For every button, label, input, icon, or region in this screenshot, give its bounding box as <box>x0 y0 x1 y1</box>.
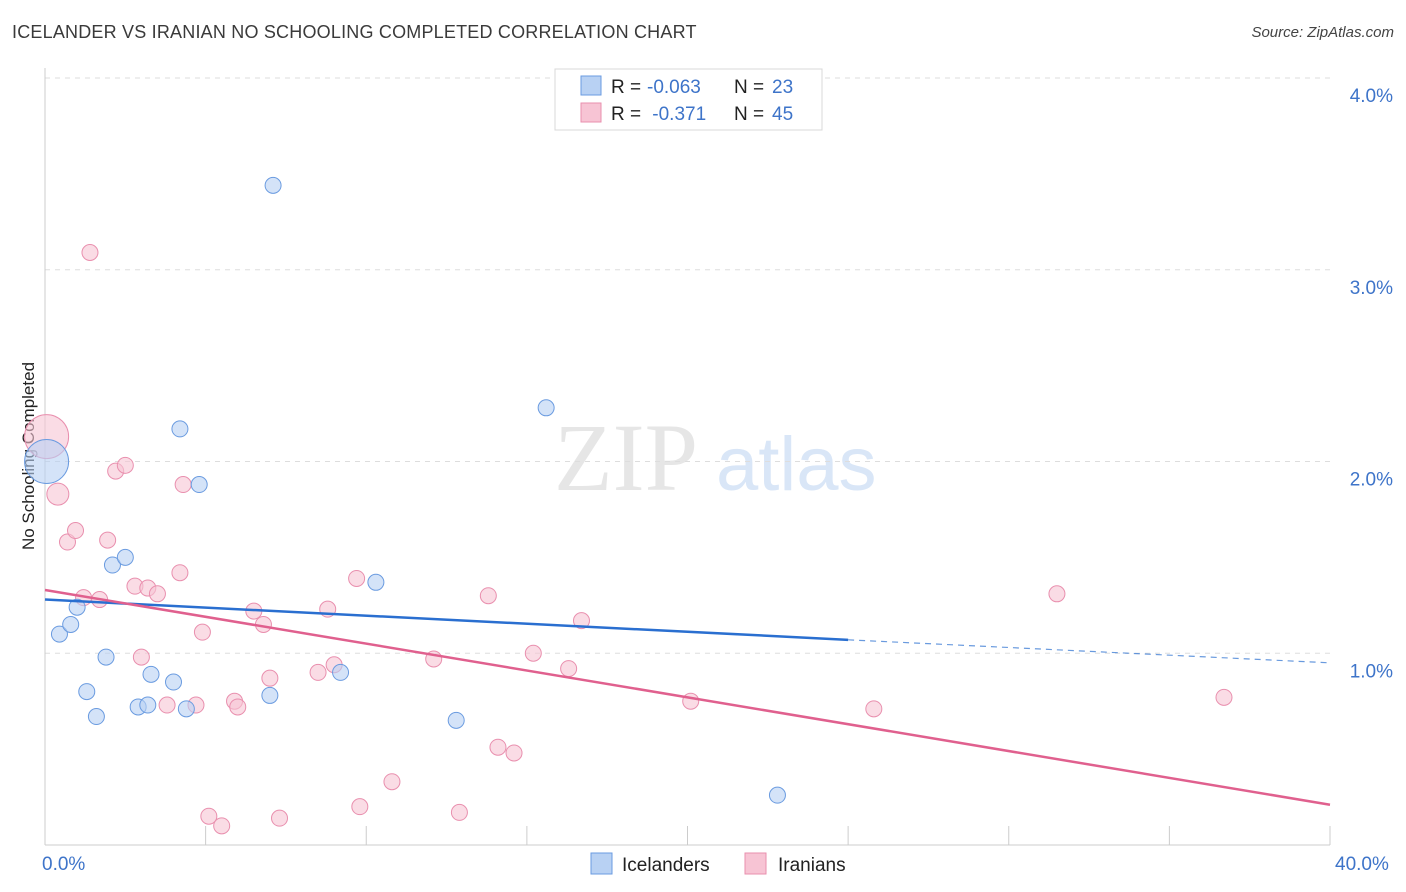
iranians-point <box>81 243 99 261</box>
iranians-point <box>505 744 523 762</box>
iranians-point <box>148 585 166 603</box>
iranians-point <box>348 569 366 587</box>
icelanders-point <box>261 686 279 704</box>
icelanders-point <box>264 176 282 194</box>
iranians-point <box>213 817 231 835</box>
stats-legend-n-value-icelanders: 23 <box>772 77 793 98</box>
y-tick-label: 3.0% <box>1350 278 1393 299</box>
iranians-point <box>489 738 507 756</box>
iranians-points <box>24 243 1233 835</box>
chart-title: ICELANDER VS IRANIAN NO SCHOOLING COMPLE… <box>12 22 697 42</box>
iranians-point <box>200 807 218 825</box>
icelanders-point <box>537 399 555 417</box>
legend-label-icelanders: Icelanders <box>622 855 710 876</box>
iranians-point <box>99 531 117 549</box>
iranians-point <box>524 644 542 662</box>
watermark-atlas: atlas <box>716 422 877 507</box>
y-axis-tick-labels: 1.0% 2.0% 3.0% 4.0% <box>1350 86 1393 682</box>
iranians-point <box>479 587 497 605</box>
icelanders-trendline-extension <box>848 639 1331 664</box>
stats-legend: R = -0.063 N = 23 R = -0.371 N = 45 <box>554 68 823 131</box>
icelanders-point <box>78 683 96 701</box>
stats-legend-swatch-icelanders <box>580 75 602 96</box>
icelanders-point <box>62 615 80 633</box>
watermark-zip: ZIP <box>554 404 698 511</box>
icelanders-point <box>171 420 189 438</box>
iranians-point <box>46 482 70 506</box>
icelanders-point <box>97 648 115 666</box>
icelanders-points <box>24 176 786 804</box>
icelanders-point <box>50 625 68 643</box>
icelanders-point <box>24 439 70 484</box>
stats-legend-r-label-icelanders: R = <box>611 77 641 98</box>
gridlines <box>45 77 1330 654</box>
x-tick-label-max: 40.0% <box>1335 854 1389 875</box>
watermark: ZIP atlas <box>554 404 877 511</box>
iranians-point <box>171 564 189 582</box>
iranians-point <box>174 476 192 494</box>
iranians-trendline <box>44 588 1331 806</box>
iranians-point <box>1048 585 1066 603</box>
source-credit: Source: ZipAtlas.com <box>1251 24 1394 41</box>
icelanders-point <box>165 673 182 691</box>
legend-swatch-icelanders <box>590 852 613 875</box>
stats-legend-n-label-iranians: N = <box>734 104 764 125</box>
icelanders-point <box>332 663 350 681</box>
icelanders-point <box>367 573 385 591</box>
legend-label-iranians: Iranians <box>778 855 846 876</box>
iranians-point <box>572 612 590 630</box>
icelanders-point <box>87 708 105 726</box>
iranians-point <box>1215 688 1233 706</box>
icelanders-point <box>447 711 465 729</box>
bottom-legend: Icelanders Iranians <box>590 852 846 876</box>
icelanders-point <box>177 700 195 718</box>
iranians-point <box>865 700 883 718</box>
iranians-point <box>158 696 176 714</box>
iranians-point <box>132 648 150 666</box>
x-tick-label-min: 0.0% <box>42 854 85 875</box>
icelanders-point <box>768 786 786 804</box>
y-tick-label: 2.0% <box>1350 470 1393 491</box>
iranians-point <box>351 798 369 816</box>
legend-swatch-iranians <box>744 852 767 875</box>
stats-legend-swatch-iranians <box>580 102 602 123</box>
stats-legend-r-label-iranians: R = <box>611 104 641 125</box>
stats-legend-r-value-iranians: -0.371 <box>647 104 706 125</box>
stats-legend-n-value-iranians: 45 <box>772 104 793 125</box>
y-tick-label: 4.0% <box>1350 86 1393 107</box>
icelanders-point <box>103 556 121 574</box>
iranians-point <box>261 669 279 687</box>
iranians-point <box>309 663 327 681</box>
icelanders-point <box>190 476 208 494</box>
iranians-point <box>193 623 211 641</box>
iranians-point <box>450 803 468 821</box>
stats-legend-r-value-icelanders: -0.063 <box>647 77 701 98</box>
icelanders-point <box>142 665 160 683</box>
x-axis-ticks <box>205 826 1331 845</box>
stats-legend-n-label-icelanders: N = <box>734 77 764 98</box>
iranians-point <box>229 698 247 716</box>
icelanders-point <box>68 598 86 616</box>
y-tick-label: 1.0% <box>1350 661 1393 682</box>
iranians-point <box>682 692 700 710</box>
iranians-point <box>67 522 85 540</box>
icelanders-point <box>116 548 134 566</box>
icelanders-trendline <box>44 598 849 642</box>
iranians-point <box>560 660 578 678</box>
iranians-point <box>58 533 76 551</box>
iranians-point <box>383 773 401 791</box>
trendlines <box>44 588 1331 806</box>
iranians-point <box>271 809 289 827</box>
iranians-point <box>116 456 134 474</box>
icelanders-point <box>139 696 157 714</box>
